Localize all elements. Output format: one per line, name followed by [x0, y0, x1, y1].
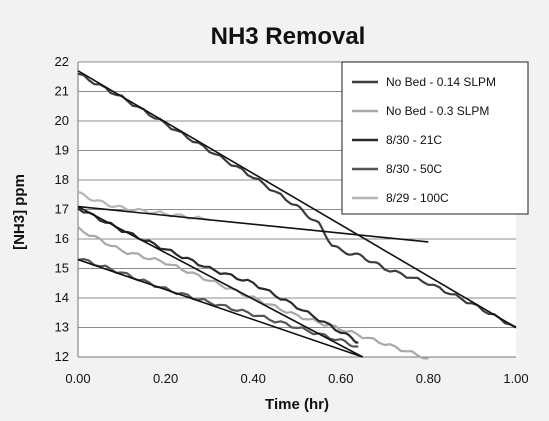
y-tick-label: 13 — [55, 320, 69, 335]
legend-label-0: No Bed - 0.14 SLPM — [386, 75, 496, 89]
trendline-0 — [77, 70, 517, 329]
trendline-2 — [77, 205, 364, 358]
series-layer — [77, 72, 517, 360]
trendline-layer — [77, 70, 517, 358]
legend-label-1: No Bed - 0.3 SLPM — [386, 104, 489, 118]
y-tick-label: 12 — [55, 349, 69, 364]
x-tick-label: 0.20 — [153, 371, 178, 386]
x-tick-label: 0.60 — [328, 371, 353, 386]
x-tick-label: 1.00 — [503, 371, 528, 386]
legend-label-2: 8/30 - 21C — [386, 133, 442, 147]
y-tick-label: 20 — [55, 113, 69, 128]
y-tick-label: 16 — [55, 231, 69, 246]
y-axis-ticks: 12 13 14 15 16 17 18 19 20 21 22 — [55, 54, 69, 364]
y-tick-label: 15 — [55, 261, 69, 276]
x-tick-label: 0.00 — [65, 371, 90, 386]
series-line-4 — [77, 191, 210, 221]
legend-label-3: 8/30 - 50C — [386, 162, 442, 176]
y-tick-label: 18 — [55, 172, 69, 187]
legend: No Bed - 0.14 SLPM No Bed - 0.3 SLPM 8/30 … — [341, 61, 529, 215]
y-tick-label: 19 — [55, 143, 69, 158]
trendline-1 — [77, 205, 429, 243]
y-tick-label: 14 — [55, 290, 69, 305]
x-axis-ticks: 0.00 0.20 0.40 0.60 0.80 1.00 — [65, 371, 528, 386]
y-tick-label: 17 — [55, 202, 69, 217]
legend-box — [341, 61, 529, 215]
series-line-2 — [77, 207, 359, 344]
series-line-0 — [77, 72, 517, 329]
chart-title: NH3 Removal — [211, 23, 366, 50]
legend-label-4: 8/29 - 100C — [386, 191, 449, 205]
trendline-3 — [77, 258, 363, 358]
series-line-3 — [77, 258, 359, 348]
x-tick-label: 0.40 — [241, 371, 266, 386]
x-axis-title: Time (hr) — [265, 396, 329, 413]
series-line-1 — [77, 226, 429, 360]
y-axis-title: [NH3] ppm — [11, 174, 28, 250]
x-tick-label: 0.80 — [416, 371, 441, 386]
y-tick-label: 22 — [55, 54, 69, 69]
y-tick-label: 21 — [55, 84, 69, 99]
